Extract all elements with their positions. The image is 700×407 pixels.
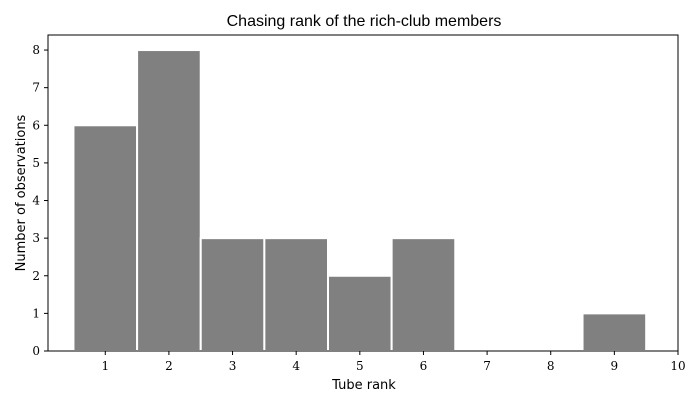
bar-rank-3 xyxy=(199,237,266,352)
y-tick-label-4: 4 xyxy=(32,194,40,208)
y-tick-label-0: 0 xyxy=(32,344,40,358)
y-ticks-group: 0 1 2 3 4 5 6 7 8 xyxy=(32,43,48,358)
y-tick-label-2: 2 xyxy=(32,269,40,283)
y-axis-label: Number of observations xyxy=(14,114,29,271)
x-tick-label-5: 5 xyxy=(356,359,364,373)
x-tick-label-10: 10 xyxy=(670,359,685,373)
x-tick-label-9: 9 xyxy=(611,359,619,373)
x-tick-label-8: 8 xyxy=(547,359,555,373)
x-tick-label-1: 1 xyxy=(101,359,109,373)
bars-group xyxy=(72,49,648,353)
bar-rank-9 xyxy=(581,312,648,352)
y-tick-label-1: 1 xyxy=(32,306,40,320)
x-tick-label-3: 3 xyxy=(229,359,237,373)
y-tick-label-8: 8 xyxy=(32,43,40,57)
bar-rank-5 xyxy=(327,274,393,352)
bar-rank-2 xyxy=(136,49,202,353)
bar-rank-1 xyxy=(72,124,139,352)
chart-title: Chasing rank of the rich-club members xyxy=(227,13,502,30)
plot-frame xyxy=(47,34,679,352)
y-tick-label-5: 5 xyxy=(32,156,40,170)
y-tick-label-3: 3 xyxy=(32,231,40,245)
x-tick-label-6: 6 xyxy=(420,359,428,373)
x-ticks-group: 1 2 3 4 5 6 7 8 9 10 xyxy=(101,351,686,373)
bar-rank-6 xyxy=(390,237,457,352)
y-tick-label-6: 6 xyxy=(32,118,40,132)
x-tick-label-4: 4 xyxy=(292,359,300,373)
x-axis-label: Tube rank xyxy=(331,378,396,393)
x-tick-label-2: 2 xyxy=(165,359,173,373)
y-tick-label-7: 7 xyxy=(32,81,40,95)
x-tick-label-7: 7 xyxy=(483,359,491,373)
bar-rank-4 xyxy=(263,237,330,352)
